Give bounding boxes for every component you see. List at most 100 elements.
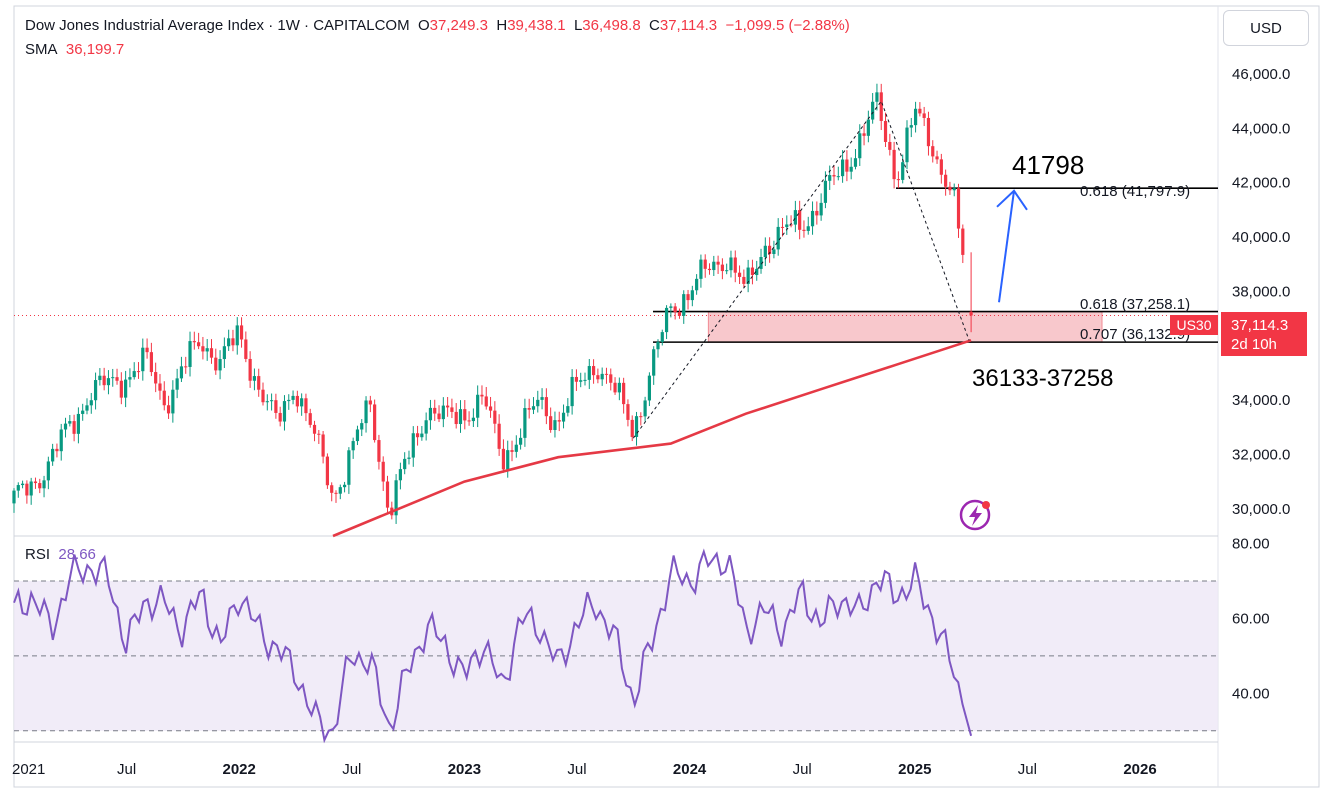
- candle: [145, 338, 149, 359]
- time-axis-tick: Jul: [1018, 761, 1037, 778]
- candle: [282, 395, 287, 431]
- price-axis-tick: 42,000.0: [1232, 175, 1290, 192]
- lightning-icon[interactable]: [959, 499, 991, 531]
- candle: [42, 475, 46, 498]
- candle: [63, 417, 68, 438]
- rsi-line: [13, 548, 973, 744]
- candle: [896, 171, 901, 189]
- candle: [836, 166, 840, 181]
- candle: [411, 426, 415, 467]
- candle: [879, 83, 883, 131]
- candle: [454, 403, 458, 429]
- fib-swing-line[interactable]: [632, 100, 970, 439]
- high-label: H: [496, 17, 508, 34]
- candle: [720, 258, 724, 280]
- fib-label-mid: 0.618 (37,258.1): [1080, 296, 1190, 313]
- candle: [630, 415, 634, 442]
- candle: [617, 377, 621, 401]
- candle: [377, 434, 381, 470]
- ohlc-legend: Dow Jones Industrial Average Index · 1W …: [25, 17, 850, 34]
- candle: [312, 420, 317, 442]
- price-axis-tick: 30,000.0: [1232, 501, 1290, 518]
- candle: [102, 367, 106, 391]
- candle: [815, 201, 819, 225]
- candle: [669, 303, 673, 318]
- candle: [342, 481, 347, 493]
- sma-legend[interactable]: SMA 36,199.7: [25, 41, 124, 58]
- candle: [926, 111, 931, 156]
- candle: [132, 362, 136, 380]
- open-value: 37,249.3: [429, 17, 489, 34]
- candle: [433, 399, 437, 421]
- candle: [712, 255, 716, 277]
- candle: [351, 437, 355, 459]
- candle: [364, 396, 368, 433]
- symbol-tag: [1170, 315, 1218, 335]
- candle: [33, 477, 38, 489]
- candle: [334, 490, 338, 503]
- candle: [557, 411, 561, 432]
- candle: [626, 399, 630, 427]
- price-axis-tick: 40,000.0: [1232, 229, 1290, 246]
- candle: [12, 488, 16, 513]
- candle: [227, 329, 231, 351]
- candle: [587, 358, 591, 390]
- candle: [317, 429, 321, 444]
- candle: [171, 380, 175, 423]
- candle: [583, 372, 587, 386]
- rsi-axis-tick: 40.00: [1232, 685, 1270, 702]
- candle: [467, 411, 471, 426]
- currency-button[interactable]: USD: [1223, 10, 1309, 46]
- candle: [128, 368, 132, 388]
- time-axis-tick: 2025: [898, 761, 931, 778]
- candle: [892, 141, 896, 189]
- candle: [261, 382, 265, 406]
- candle: [209, 339, 214, 364]
- candle: [488, 396, 493, 418]
- projection-arrow[interactable]: [996, 189, 1028, 303]
- candle: [785, 215, 789, 235]
- candle: [690, 285, 694, 307]
- candle: [476, 385, 480, 428]
- candle: [952, 183, 956, 197]
- candle: [639, 412, 643, 426]
- candle: [501, 439, 506, 473]
- price-axis-tick: 34,000.0: [1232, 392, 1290, 409]
- candle: [652, 346, 656, 385]
- candle: [510, 440, 514, 462]
- change-value: −1,099.5 (−2.88%): [725, 17, 850, 34]
- candle: [875, 83, 879, 111]
- candle: [750, 259, 755, 285]
- support-zone[interactable]: [707, 311, 1103, 343]
- candle: [85, 398, 89, 415]
- candles: [12, 83, 973, 524]
- candle: [154, 362, 158, 393]
- candle: [935, 150, 939, 164]
- candle: [441, 397, 445, 428]
- candle: [471, 408, 475, 427]
- rsi-legend[interactable]: RSI 28.66: [25, 546, 96, 563]
- candle: [574, 369, 579, 391]
- candle: [55, 443, 59, 458]
- time-axis-tick: 2022: [223, 761, 256, 778]
- candle: [175, 368, 179, 399]
- candle: [450, 398, 454, 419]
- candle: [16, 482, 20, 498]
- candle: [866, 110, 870, 143]
- candle: [141, 338, 145, 381]
- candle: [570, 369, 574, 415]
- candle: [699, 254, 703, 288]
- candle: [76, 407, 80, 444]
- candle: [437, 405, 441, 423]
- fib-label-lower: 0.707 (36,132.9): [1080, 326, 1190, 343]
- candle: [218, 350, 222, 380]
- candle: [823, 171, 828, 209]
- candle: [634, 411, 639, 446]
- time-axis-tick: Jul: [567, 761, 586, 778]
- candle: [553, 411, 557, 438]
- candle: [918, 102, 922, 117]
- candle: [115, 368, 119, 385]
- symbol-title[interactable]: Dow Jones Industrial Average Index · 1W …: [25, 17, 410, 34]
- candle: [46, 456, 50, 490]
